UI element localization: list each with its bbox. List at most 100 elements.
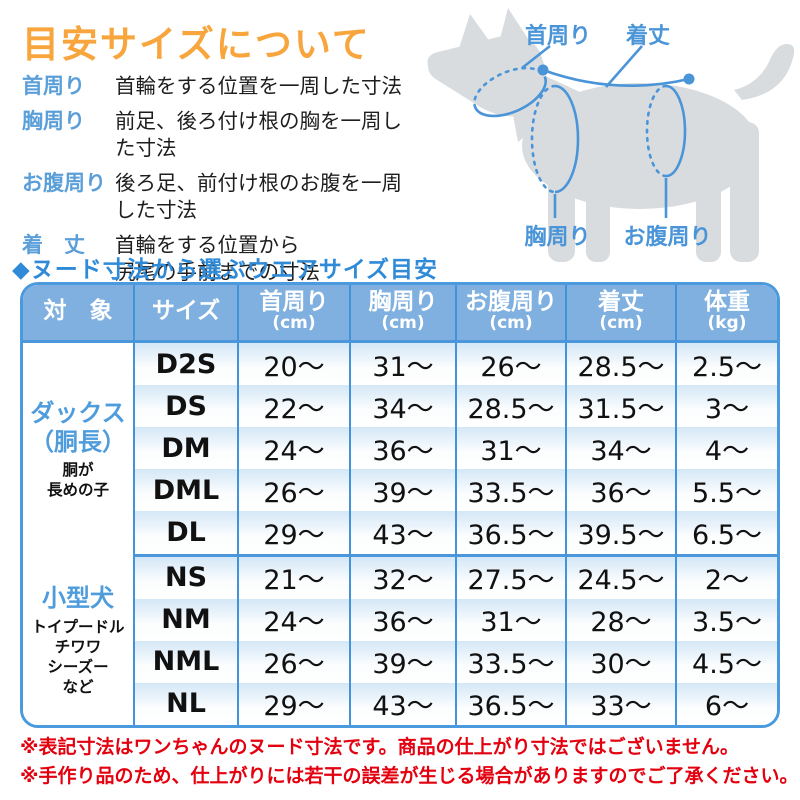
measurement-cell: 24.5～ bbox=[565, 556, 675, 599]
measurement-cell: 43～ bbox=[349, 682, 455, 725]
header-size: サイズ bbox=[133, 285, 237, 343]
size-code-cell: DML bbox=[133, 469, 237, 512]
definition-desc: 前足、後ろ付け根の胸を一周した寸法 bbox=[115, 109, 402, 160]
table-row: ダックス （胴長） 胴が 長めの子 D2S 20～ 31～ 26～ 28.5～ 2.5～ bbox=[23, 343, 777, 557]
group-subtext-line: チワワ bbox=[54, 637, 102, 656]
size-table-body: ダックス （胴長） 胴が 長めの子 D2S 20～ 31～ 26～ 28.5～ 2.5～ DS 22～… bbox=[23, 343, 777, 725]
group-cell: 小型犬 トイプードル チワワ シーズー など bbox=[23, 556, 133, 725]
belly-girth-label: お腹周り bbox=[623, 225, 712, 250]
size-table-container: 対 象 サイズ 首周り (cm) 胸周り (cm) お腹周り (cm) 着丈 (cm) … bbox=[20, 282, 780, 728]
measurement-cell: 34～ bbox=[565, 427, 675, 470]
table-row: DL 29～ 43～ 36.5～ 39.5～ 6.5～ bbox=[23, 511, 777, 557]
measurement-cell: 2～ bbox=[675, 556, 777, 599]
measurement-cell: 22～ bbox=[237, 385, 349, 428]
definition-length: 着 丈 首輪をする位置から 尻尾の手前までの寸法 bbox=[22, 232, 412, 286]
neck-label-connector bbox=[521, 44, 551, 70]
measurement-cell: 30～ bbox=[565, 640, 675, 683]
table-row: NML 26～ 39～ 33.5～ 30～ 4.5～ bbox=[23, 640, 777, 683]
dog-silhouette bbox=[427, 8, 795, 262]
header-weight: 体重 (kg) bbox=[675, 285, 777, 343]
definition-desc-line1: 首輪をする位置から bbox=[115, 233, 300, 257]
measurement-cell: 31～ bbox=[455, 598, 565, 641]
measurement-cell: 26～ bbox=[237, 469, 349, 512]
measurement-cell: 33～ bbox=[565, 682, 675, 725]
dog-diagram-svg bbox=[427, 8, 795, 262]
measurement-cell: 31～ bbox=[349, 343, 455, 386]
measurement-cell: 36.5～ bbox=[455, 511, 565, 557]
measurement-cell: 24～ bbox=[237, 427, 349, 470]
measurement-cell: 29～ bbox=[237, 682, 349, 725]
measurement-cell: 31.5～ bbox=[565, 385, 675, 428]
measurement-cell: 36～ bbox=[565, 469, 675, 512]
measurement-definitions: 首周り 首輪をする位置を一周した寸法 胸周り 前足、後ろ付け根の胸を一周した寸法… bbox=[22, 73, 412, 294]
measurement-cell: 3～ bbox=[675, 385, 777, 428]
measurement-cell: 39.5～ bbox=[565, 511, 675, 557]
header-label: サイズ bbox=[151, 298, 221, 325]
measurement-cell: 6.5～ bbox=[675, 511, 777, 557]
definition-desc: 首輪をする位置から 尻尾の手前までの寸法 bbox=[115, 232, 320, 286]
group-name-line: ダックス bbox=[30, 399, 126, 428]
group-name-line: （胴長） bbox=[30, 427, 126, 456]
header-label: お腹周り bbox=[465, 289, 557, 315]
measurement-cell: 5.5～ bbox=[675, 469, 777, 512]
size-code-cell: DL bbox=[133, 511, 237, 557]
header-belly: お腹周り (cm) bbox=[455, 285, 565, 343]
back-length-line bbox=[542, 68, 690, 88]
group-subtext-line: 胴が bbox=[62, 460, 94, 479]
definition-belly: お腹周り 後ろ足、前付け根のお腹を一周した寸法 bbox=[22, 170, 412, 224]
definition-term: 胸周り bbox=[22, 109, 85, 133]
measurement-cell: 20～ bbox=[237, 343, 349, 386]
definition-desc-line2: 尻尾の手前までの寸法 bbox=[115, 260, 320, 284]
group-subtext-line: シーズー bbox=[47, 657, 109, 676]
belly-girth-ellipse bbox=[645, 84, 687, 178]
header-neck: 首周り (cm) bbox=[237, 285, 349, 343]
size-code-cell: D2S bbox=[133, 343, 237, 386]
measurement-cell: 36～ bbox=[349, 598, 455, 641]
measurement-cell: 24～ bbox=[237, 598, 349, 641]
back-length-label: 着丈 bbox=[625, 24, 670, 49]
measurement-cell: 36～ bbox=[349, 427, 455, 470]
chest-girth-ellipse bbox=[530, 84, 580, 194]
measurement-cell: 2.5～ bbox=[675, 343, 777, 386]
header-label: 胸周り bbox=[368, 289, 438, 315]
size-code-cell: NL bbox=[133, 682, 237, 725]
measurement-cell: 29～ bbox=[237, 511, 349, 557]
measurement-cell: 28～ bbox=[565, 598, 675, 641]
measurement-cell: 26～ bbox=[237, 640, 349, 683]
measurement-cell: 33.5～ bbox=[455, 640, 565, 683]
table-row: NM 24～ 36～ 31～ 28～ 3.5～ bbox=[23, 598, 777, 641]
table-row: DS 22～ 34～ 28.5～ 31.5～ 3～ bbox=[23, 385, 777, 428]
size-code-cell: NS bbox=[133, 556, 237, 599]
measurement-lines bbox=[473, 44, 690, 218]
header-unit: (cm) bbox=[489, 313, 533, 334]
page-title: 目安サイズについて bbox=[22, 23, 371, 66]
measurement-cell: 34～ bbox=[349, 385, 455, 428]
measurement-cell: 26～ bbox=[455, 343, 565, 386]
table-row: DML 26～ 39～ 33.5～ 36～ 5.5～ bbox=[23, 469, 777, 512]
definition-chest: 胸周り 前足、後ろ付け根の胸を一周した寸法 bbox=[22, 108, 412, 162]
measurement-cell: 33.5～ bbox=[455, 469, 565, 512]
measurement-cell: 36.5～ bbox=[455, 682, 565, 725]
table-row: 小型犬 トイプードル チワワ シーズー など NS 21～ 32～ 27.5～ 24.5～ 2～ bbox=[23, 556, 777, 725]
size-table: 対 象 サイズ 首周り (cm) 胸周り (cm) お腹周り (cm) 着丈 (cm) … bbox=[23, 285, 777, 725]
size-code-cell: NML bbox=[133, 640, 237, 683]
definition-term: 着 丈 bbox=[22, 233, 85, 257]
measurement-cell: 39～ bbox=[349, 640, 455, 683]
footer-notes: ※表記寸法はワンちゃんのヌード寸法です。商品の仕上がり寸法ではございません。 ※… bbox=[20, 733, 798, 790]
size-code-cell: DM bbox=[133, 427, 237, 470]
group-subtext-line: 長めの子 bbox=[46, 481, 109, 500]
definition-term: お腹周り bbox=[22, 171, 106, 195]
neck-girth-label: 首周り bbox=[524, 24, 591, 49]
measurement-cell: 28.5～ bbox=[455, 385, 565, 428]
header-chest: 胸周り (cm) bbox=[349, 285, 455, 343]
measurement-cell: 43～ bbox=[349, 511, 455, 557]
definition-term: 首周り bbox=[22, 74, 85, 98]
header-target: 対 象 bbox=[23, 285, 133, 343]
table-subtitle: ◆ヌード寸法から選ぶウエアサイズ目安 bbox=[12, 257, 438, 283]
measurement-cell: 6～ bbox=[675, 682, 777, 725]
measurement-cell: 27.5～ bbox=[455, 556, 565, 599]
chest-girth-label: 胸周り bbox=[524, 225, 591, 250]
length-label-connector bbox=[605, 45, 643, 88]
header-label: 着丈 bbox=[598, 289, 644, 315]
group-name-line: 小型犬 bbox=[42, 584, 114, 613]
